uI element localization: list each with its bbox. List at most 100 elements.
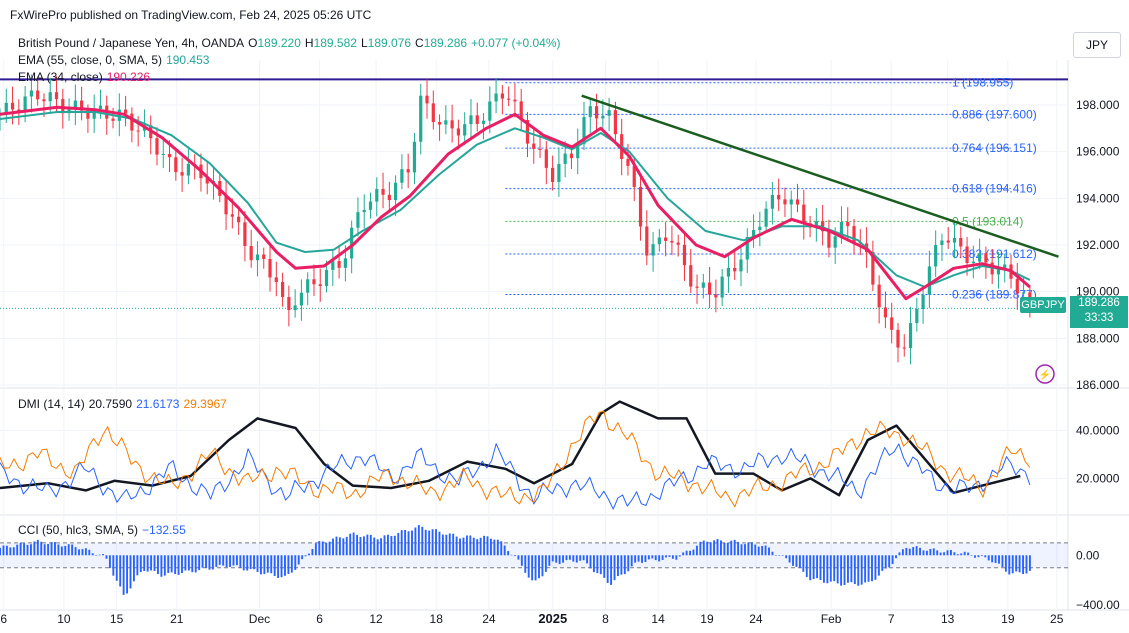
cci-bar <box>373 537 376 556</box>
last-price: 189.286 <box>1078 297 1120 309</box>
cci-bar <box>716 539 719 556</box>
cci-bar <box>9 547 12 556</box>
cci-bar <box>345 536 348 556</box>
candle-body <box>167 153 172 158</box>
candle-body <box>387 194 391 201</box>
cci-bar <box>768 547 770 556</box>
candle-body <box>783 199 787 205</box>
main-legend: British Pound / Japanese Yen, 4h, OANDA O… <box>18 36 565 50</box>
candle-body <box>664 237 668 241</box>
cci-bar <box>500 541 503 556</box>
cci-bar <box>201 555 204 568</box>
time-tick-label: 19 <box>700 612 714 626</box>
cci-bar <box>325 542 328 556</box>
cci-bar <box>29 544 32 556</box>
dmi-minus-value: 29.3967 <box>183 397 227 411</box>
candle-body <box>394 182 398 201</box>
cci-bar <box>352 532 355 556</box>
candle-body <box>846 222 850 227</box>
cci-bar <box>277 555 280 578</box>
cci-bar <box>551 555 554 562</box>
cci-bar <box>668 555 671 557</box>
cci-bar <box>991 555 994 563</box>
cci-bar <box>905 547 908 556</box>
candle-body <box>802 204 806 224</box>
candle-body <box>632 165 636 187</box>
candle-body <box>331 261 335 270</box>
high-value: 189.582 <box>313 36 357 50</box>
candle-body <box>707 282 712 295</box>
cci-bar <box>489 538 492 556</box>
ema55-label: EMA (55, close, 0, SMA, 5) <box>18 53 163 67</box>
cci-bar <box>1001 555 1004 567</box>
time-tick-label: 7 <box>888 612 895 626</box>
time-tick-label: 21 <box>170 612 184 626</box>
cci-bar <box>891 555 894 565</box>
cci-bar <box>833 555 836 582</box>
candle-body <box>456 128 461 136</box>
time-tick-label: 19 <box>1001 612 1015 626</box>
candle-body <box>488 101 492 121</box>
candle-body <box>902 347 906 349</box>
cci-bar <box>695 545 698 556</box>
cci-bar <box>102 554 104 556</box>
cci-bar <box>376 539 379 556</box>
cci-bar <box>689 550 692 556</box>
cci-bar <box>658 555 661 562</box>
currency-button[interactable]: JPY <box>1073 32 1121 58</box>
cci-value: −132.55 <box>142 523 186 537</box>
cci-bar <box>613 555 616 581</box>
trendline <box>581 94 1059 258</box>
candle-body <box>368 201 373 210</box>
cci-bar <box>284 555 286 576</box>
cci-bar <box>723 542 726 556</box>
cci-bar <box>115 555 118 581</box>
cci-bar <box>177 555 180 575</box>
candle-body <box>871 252 875 285</box>
cci-bar <box>414 527 417 556</box>
cci-bar <box>946 550 949 556</box>
cci-bar <box>338 537 341 556</box>
cci-bar <box>568 555 571 560</box>
cci-bar <box>555 555 558 563</box>
price-tick-label: 196.000 <box>1076 145 1120 159</box>
cci-bar <box>737 541 740 556</box>
candle-body <box>4 102 8 115</box>
cci-bar <box>390 535 393 556</box>
cci-bar <box>493 539 496 556</box>
cci-bar <box>246 555 249 571</box>
cci-bar <box>579 555 582 561</box>
candle-body <box>739 259 743 272</box>
cci-bar <box>932 548 935 556</box>
candle-body <box>601 115 605 119</box>
candle-body <box>186 163 190 176</box>
close-label: C <box>415 36 424 50</box>
cci-bar <box>445 534 448 556</box>
candle-body <box>921 294 925 309</box>
cci-bar <box>747 542 750 556</box>
cci-bar <box>895 555 897 559</box>
ema55-legend: EMA (55, close, 0, SMA, 5) 190.453 <box>18 53 213 67</box>
cci-bar <box>476 539 479 556</box>
cci-bar <box>713 540 716 556</box>
cci-bar <box>919 547 922 556</box>
cci-bar <box>802 555 805 572</box>
cci-bar <box>239 555 242 568</box>
cci-bar <box>483 535 486 556</box>
cci-bar <box>548 555 551 566</box>
candle-body <box>274 277 278 283</box>
cci-bar <box>407 531 410 556</box>
cci-bar <box>146 555 149 572</box>
cci-bar <box>129 555 132 589</box>
cci-bar <box>874 555 877 580</box>
candle-body <box>563 153 567 164</box>
cci-bar <box>308 553 310 556</box>
candle-body <box>714 294 718 298</box>
cci-bar <box>685 550 688 556</box>
candle-body <box>777 194 781 200</box>
candle-body <box>770 194 774 209</box>
candle-body <box>720 276 724 298</box>
candle-body <box>651 244 655 256</box>
cci-bar <box>943 552 946 556</box>
